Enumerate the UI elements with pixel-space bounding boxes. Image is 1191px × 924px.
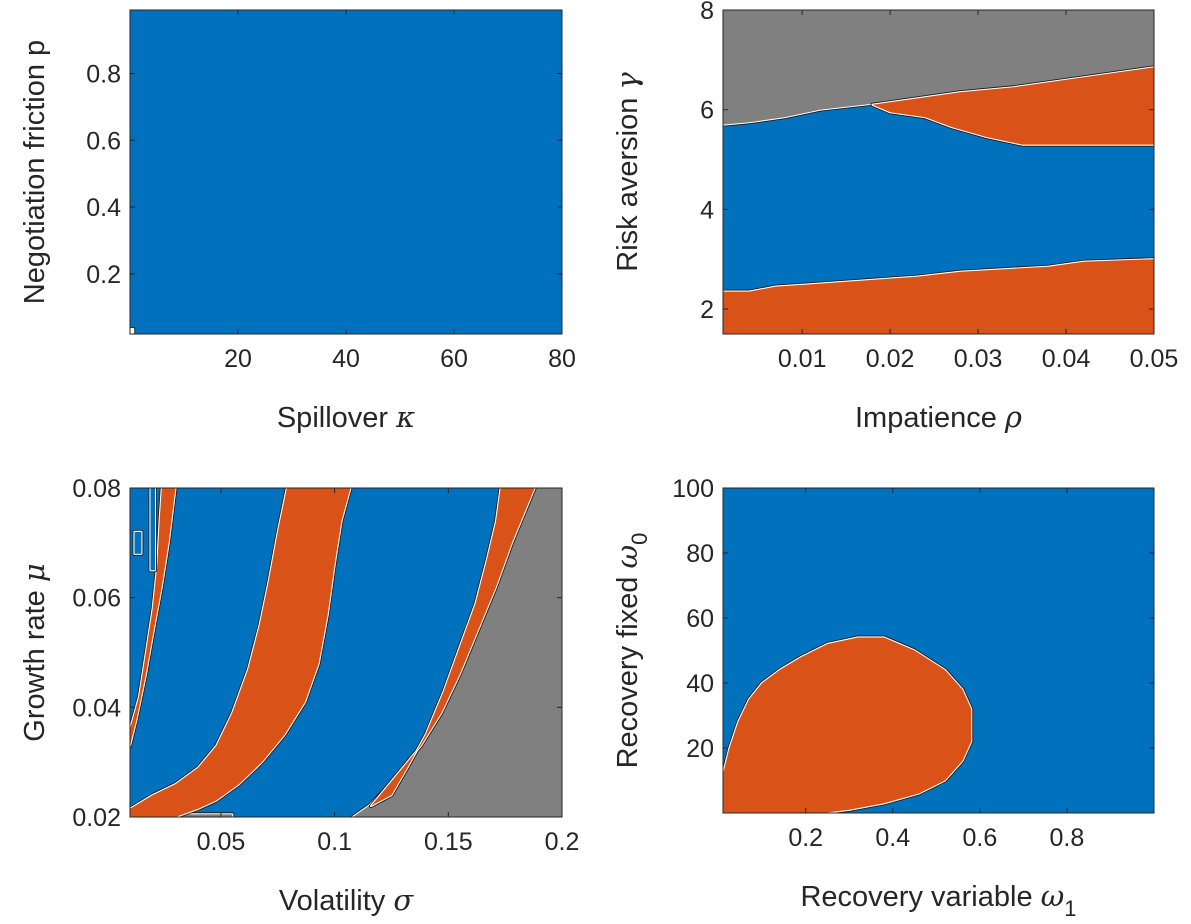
y-tick-label: 0.2 — [86, 261, 121, 289]
x-tick-label: 0.05 — [1130, 345, 1179, 373]
x-tick-label: 0.6 — [962, 824, 997, 852]
panel-impatience-vs-risk-aversion: 0.01 0.02 0.03 0.04 0.05 2 4 6 8 Impatience ρ Risk… — [610, 0, 1178, 434]
plot-area — [723, 488, 1154, 813]
y-tick-label: 0.02 — [72, 804, 121, 832]
y-tick-label: 4 — [700, 196, 714, 224]
y-tick-label: 40 — [686, 670, 714, 698]
y-tick-label: 0.6 — [86, 127, 121, 155]
y-tick-label: 0.4 — [86, 194, 121, 222]
y-tick-label: 0.06 — [72, 585, 121, 613]
x-tick-label: 0.05 — [197, 828, 246, 856]
region-blue-5 — [134, 531, 142, 554]
axes-frame — [129, 487, 563, 818]
x-axis-label: Impatience ρ — [855, 400, 1022, 434]
region-orange-4 — [130, 488, 176, 746]
plot-area — [130, 10, 562, 334]
region-white-0 — [130, 329, 134, 334]
x-axis-label: Volatility σ — [279, 883, 414, 917]
y-tick-label: 20 — [686, 735, 714, 763]
y-tick-label: 2 — [700, 296, 714, 324]
x-tick-label: 0.2 — [545, 828, 580, 856]
x-tick-label: 0.2 — [788, 824, 823, 852]
region-background — [130, 10, 562, 334]
x-tick-label: 0.04 — [1042, 345, 1091, 373]
region-orange-1 — [371, 488, 535, 806]
region-orange-1 — [872, 67, 1154, 145]
x-tick-label: 0.01 — [778, 345, 827, 373]
y-tick-label: 8 — [700, 0, 714, 25]
y-tick-label: 100 — [672, 475, 714, 503]
plot-area — [130, 488, 562, 817]
x-axis-label: Recovery variable ω1 — [800, 879, 1076, 921]
y-axis-label: Growth rate μ — [17, 563, 51, 741]
x-tick-label: 20 — [224, 345, 252, 373]
y-axis-label: Risk aversion γ — [610, 72, 644, 272]
panel-volatility-vs-growth-rate: 0.05 0.1 0.15 0.2 0.02 0.04 0.06 0.08 Volatility… — [17, 475, 579, 917]
y-axis-label: Recovery fixed ω0 — [610, 533, 652, 769]
y-tick-label: 60 — [686, 605, 714, 633]
region-blue-6 — [150, 488, 155, 571]
region-gray-0 — [352, 488, 562, 817]
region-orange-3 — [130, 488, 351, 817]
x-tick-label: 40 — [332, 345, 360, 373]
region-orange-2 — [723, 259, 1154, 334]
x-tick-label: 0.8 — [1050, 824, 1085, 852]
y-tick-label: 0.08 — [72, 475, 121, 503]
panel-spillover-vs-negotiation-friction: 20 40 60 80 0.2 0.4 0.6 0.8 Spillover κ Negotiati… — [19, 9, 576, 434]
y-axis-label: Negotiation friction p — [19, 40, 51, 304]
region-orange-0 — [723, 637, 972, 813]
x-tick-label: 0.02 — [866, 345, 915, 373]
x-tick-label: 0.03 — [954, 345, 1003, 373]
x-tick-label: 80 — [548, 345, 576, 373]
y-tick-label: 80 — [686, 540, 714, 568]
plot-area — [723, 10, 1154, 334]
x-tick-label: 60 — [440, 345, 468, 373]
x-tick-label: 0.4 — [875, 824, 910, 852]
y-tick-label: 0.8 — [86, 60, 121, 88]
y-tick-label: 6 — [700, 97, 714, 125]
x-axis-label: Spillover κ — [277, 400, 415, 434]
region-gray-0 — [723, 10, 1154, 125]
x-tick-label: 0.1 — [317, 828, 352, 856]
axes-frame — [722, 9, 1155, 335]
panel-recovery-variable-vs-recovery-fixed: 0.2 0.4 0.6 0.8 20 40 60 80 100 Recovery variable… — [610, 475, 1155, 921]
x-tick-label: 0.15 — [424, 828, 473, 856]
axes-frame — [722, 487, 1155, 814]
y-tick-label: 0.04 — [72, 694, 121, 722]
